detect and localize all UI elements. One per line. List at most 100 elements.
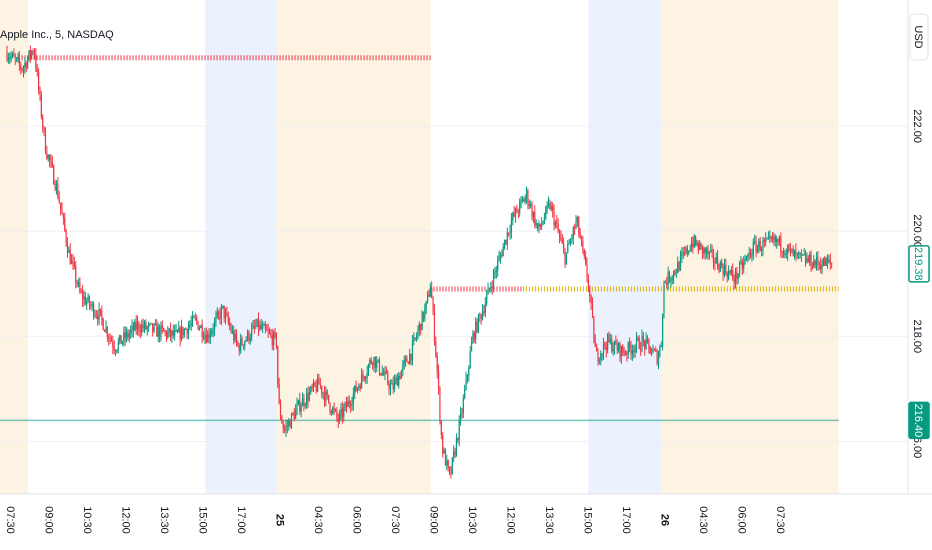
candle[interactable] bbox=[727, 265, 730, 281]
candle[interactable] bbox=[814, 259, 816, 269]
candle[interactable] bbox=[36, 63, 38, 77]
candle[interactable] bbox=[229, 317, 231, 331]
candle[interactable] bbox=[646, 335, 649, 344]
candle[interactable] bbox=[475, 317, 477, 345]
candle[interactable] bbox=[468, 365, 470, 382]
candle[interactable] bbox=[110, 335, 113, 342]
candle[interactable] bbox=[609, 333, 611, 345]
candle[interactable] bbox=[218, 309, 220, 321]
candle[interactable] bbox=[312, 379, 315, 393]
candle[interactable] bbox=[420, 323, 422, 336]
candle[interactable] bbox=[142, 318, 144, 333]
candle[interactable] bbox=[16, 56, 18, 63]
candle[interactable] bbox=[380, 373, 382, 377]
candle[interactable] bbox=[132, 321, 135, 338]
candle[interactable] bbox=[752, 238, 754, 260]
candle[interactable] bbox=[692, 236, 694, 254]
candle[interactable] bbox=[793, 249, 796, 260]
candle[interactable] bbox=[233, 325, 235, 345]
candle[interactable] bbox=[296, 397, 298, 416]
candle[interactable] bbox=[567, 240, 569, 254]
candle[interactable] bbox=[183, 327, 185, 338]
candle[interactable] bbox=[286, 419, 288, 434]
candle[interactable] bbox=[176, 329, 179, 334]
candle[interactable] bbox=[186, 328, 188, 339]
candle[interactable] bbox=[290, 412, 293, 430]
candle[interactable] bbox=[35, 47, 37, 73]
candle[interactable] bbox=[354, 385, 356, 400]
candle[interactable] bbox=[535, 219, 537, 229]
candle[interactable] bbox=[385, 366, 387, 375]
candle[interactable] bbox=[572, 225, 574, 245]
candle[interactable] bbox=[490, 281, 492, 293]
candle[interactable] bbox=[167, 326, 169, 340]
candle[interactable] bbox=[10, 51, 12, 63]
candle[interactable] bbox=[605, 341, 607, 358]
candle[interactable] bbox=[723, 258, 726, 278]
candle[interactable] bbox=[223, 305, 225, 323]
candle[interactable] bbox=[418, 321, 420, 337]
candle[interactable] bbox=[141, 319, 143, 337]
candle[interactable] bbox=[461, 408, 463, 419]
candle[interactable] bbox=[284, 424, 286, 434]
candle[interactable] bbox=[519, 198, 521, 217]
candle[interactable] bbox=[509, 224, 511, 240]
candle[interactable] bbox=[314, 381, 316, 387]
candle[interactable] bbox=[400, 369, 403, 379]
candle[interactable] bbox=[798, 250, 800, 260]
candle[interactable] bbox=[447, 459, 449, 472]
candle[interactable] bbox=[800, 249, 803, 262]
candle[interactable] bbox=[207, 330, 209, 343]
candle[interactable] bbox=[512, 211, 514, 226]
candle[interactable] bbox=[109, 333, 111, 345]
candle[interactable] bbox=[829, 253, 831, 270]
candle[interactable] bbox=[685, 246, 687, 255]
candle[interactable] bbox=[156, 319, 158, 337]
candle[interactable] bbox=[755, 235, 757, 258]
candle[interactable] bbox=[328, 394, 330, 404]
candle[interactable] bbox=[642, 331, 644, 347]
candle[interactable] bbox=[770, 235, 772, 242]
candle[interactable] bbox=[759, 236, 761, 252]
candle[interactable] bbox=[21, 67, 23, 73]
candle[interactable] bbox=[285, 419, 287, 438]
candle[interactable] bbox=[329, 402, 331, 415]
candle[interactable] bbox=[363, 376, 365, 382]
candle[interactable] bbox=[575, 214, 577, 230]
candle[interactable] bbox=[440, 419, 442, 440]
candle[interactable] bbox=[367, 363, 370, 376]
candle[interactable] bbox=[238, 343, 240, 356]
candle[interactable] bbox=[763, 237, 765, 248]
candle[interactable] bbox=[252, 320, 254, 330]
candle[interactable] bbox=[550, 201, 552, 212]
candle[interactable] bbox=[25, 60, 27, 72]
candle[interactable] bbox=[486, 289, 488, 307]
candle[interactable] bbox=[24, 57, 26, 74]
candle[interactable] bbox=[266, 324, 268, 332]
candle[interactable] bbox=[44, 127, 47, 155]
candle[interactable] bbox=[563, 237, 565, 255]
candle[interactable] bbox=[682, 247, 684, 260]
candle[interactable] bbox=[31, 49, 33, 60]
candle[interactable] bbox=[359, 382, 361, 392]
candle[interactable] bbox=[803, 248, 805, 256]
candle[interactable] bbox=[689, 244, 691, 252]
candle[interactable] bbox=[711, 244, 713, 258]
candle[interactable] bbox=[549, 199, 551, 211]
candle[interactable] bbox=[492, 268, 495, 293]
candle[interactable] bbox=[61, 201, 63, 215]
candle[interactable] bbox=[212, 323, 214, 338]
candle[interactable] bbox=[788, 243, 790, 253]
candle[interactable] bbox=[168, 328, 170, 338]
candle[interactable] bbox=[820, 257, 822, 274]
candle[interactable] bbox=[245, 335, 247, 343]
candle[interactable] bbox=[690, 237, 693, 252]
candle[interactable] bbox=[564, 248, 566, 268]
candle[interactable] bbox=[574, 223, 576, 236]
candle[interactable] bbox=[398, 372, 400, 389]
candle[interactable] bbox=[431, 280, 433, 299]
candle[interactable] bbox=[102, 317, 104, 331]
candle[interactable] bbox=[209, 328, 212, 344]
candle[interactable] bbox=[826, 253, 829, 269]
candle[interactable] bbox=[131, 319, 133, 338]
